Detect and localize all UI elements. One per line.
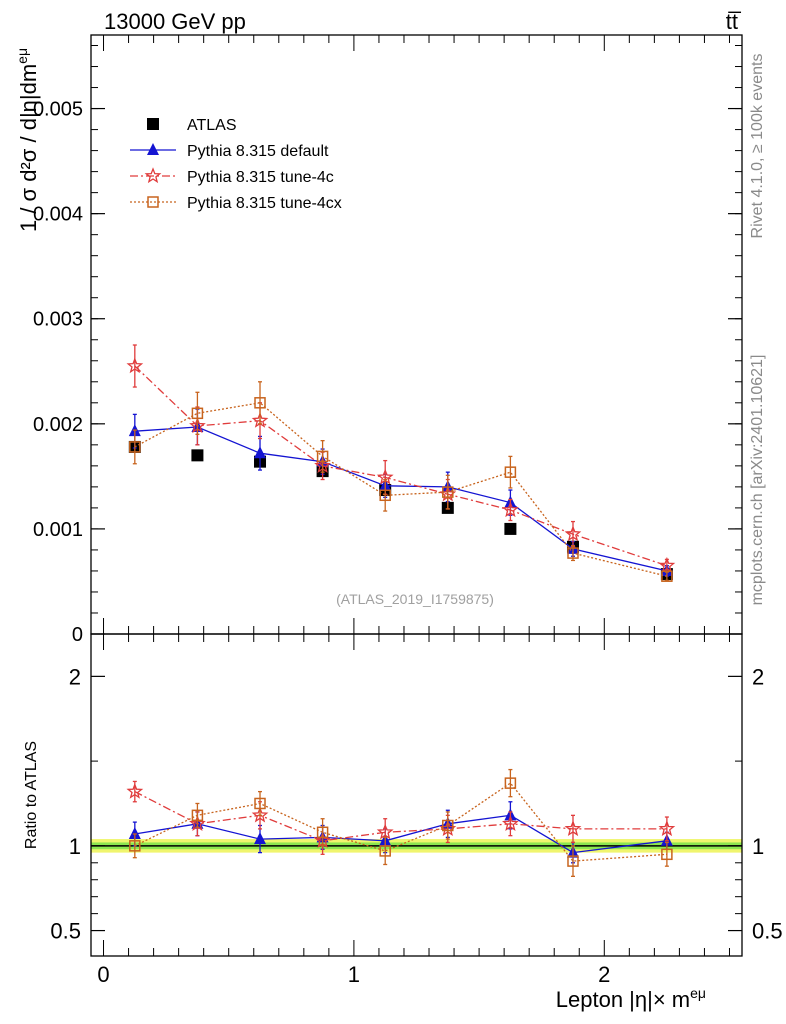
analysis-id-watermark: (ATLAS_2019_I1759875) [336,591,494,607]
ratio-y-tick-label-right: 0.5 [752,919,783,944]
ratio-tune4cx-point [129,840,141,852]
ratio-tune4c-point [126,782,144,799]
ratio-tune4cx-point [191,809,204,822]
ratio-y-axis-label: Ratio to ATLAS [23,741,40,849]
main-y-tick-label: 0.005 [33,99,83,121]
legend-tune4cx-label: Pythia 8.315 tune-4cx [187,195,342,212]
legend-tune4cx-marker [147,196,159,208]
legend-atlas-label: ATLAS [187,117,237,134]
ratio-y-tick-label: 2 [69,664,81,689]
ratio-series-default [128,801,673,864]
main-tune4cx-point [661,570,673,582]
legend: ATLAS Pythia 8.315 default Pythia 8.315 tu… [130,117,342,212]
main-tune4cx-point [316,450,329,463]
legend-atlas-marker [147,118,159,130]
ratio-tune4c-point [564,820,582,837]
main-tune4c-line [134,365,668,567]
main-axis-ticks: 0 0.001 0.002 0.003 0.004 0.005 [33,35,742,646]
main-tune4cx-point [191,407,204,420]
legend-default-label: Pythia 8.315 default [187,143,329,160]
main-series-tune4cx [129,381,673,582]
ratio-series-group [126,768,676,877]
main-default-line [134,426,668,572]
main-tune4c-point [126,357,144,374]
ratio-y-tick-label-right: 2 [752,664,764,689]
ratio-tune4cx-point [442,819,454,832]
ratio-axis-ticks: 0.5 0.5 1 1 2 2 0 1 2 [50,634,783,987]
legend-default-marker [147,143,159,155]
main-y-tick-label: 0.002 [33,414,83,436]
rivet-label: Rivet 4.1.0, ≥ 100k events [749,54,766,239]
ratio-tune4cx-point [567,855,579,867]
main-tune4cx-point [129,441,141,453]
main-tune4cx-point [567,547,579,559]
legend-tune4c-marker [144,167,162,184]
main-series-atlas [128,440,673,581]
main-tune4c-point [501,501,519,518]
ratio-panel-frame [90,633,743,957]
main-tune4cx-point [504,466,517,478]
x-axis-label-text: Lepton |η|× m [556,987,690,1012]
main-y-tick-label: 0.003 [33,309,83,331]
main-y-tick-label: 0.004 [33,204,83,226]
ratio-tune4c-point [251,806,269,823]
main-series-group [126,344,676,582]
ratio-tune4c-line [134,791,667,842]
main-y-axis-label-sup: eμ [14,48,30,64]
ratio-default-point [254,832,267,845]
main-y-tick-label: 0 [72,624,83,646]
ratio-reference-band [91,839,742,853]
legend-tune4c-label: Pythia 8.315 tune-4c [187,169,334,186]
x-tick-label: 2 [598,962,610,987]
main-y-axis-label: 1 / σ d²σ / d|η|dmeμ [14,48,41,232]
ratio-tune4c-point [501,815,519,831]
main-tune4cx-point [442,486,454,498]
ratio-series-tune4cx [129,768,673,877]
ratio-tune4cx-line [134,782,667,862]
ratio-y-tick-label-right: 1 [752,834,764,859]
main-atlas-point [191,449,204,462]
main-atlas-point [504,522,517,535]
main-y-tick-label: 0.001 [33,519,83,541]
main-tune4c-point [658,556,676,573]
x-tick-label: 0 [97,962,109,987]
x-tick-label: 1 [348,962,360,987]
ratio-tune4cx-point [661,848,673,861]
main-tune4cx-line [134,402,668,577]
x-axis-label-sup: eμ [690,985,706,1001]
energy-label: 13000 GeV pp [104,9,246,34]
ratio-tune4cx-point [316,826,329,839]
ratio-y-tick-label: 0.5 [50,919,81,944]
process-label: tt̅ [726,9,742,34]
ratio-tune4c-point [658,820,676,837]
ratio-tune4c-point [376,823,394,840]
ratio-default-point [128,826,141,839]
ratio-tune4cx-point [504,777,517,789]
main-series-default [128,408,673,577]
main-series-tune4c [126,344,676,573]
mcplots-label: mcplots.cern.ch [arXiv:2401.10621] [749,355,766,606]
main-default-point [254,446,267,459]
x-axis-label: Lepton |η|× meμ [556,985,706,1012]
main-tune4cx-point [379,489,391,502]
ratio-tune4cx-point [379,845,391,857]
ratio-tune4cx-point [254,797,266,810]
ratio-y-tick-label: 1 [69,834,81,859]
main-tune4cx-point [254,397,266,409]
main-tune4c-point [564,525,582,542]
main-y-axis-label-text: 1 / σ d²σ / d|η|dm [16,64,41,232]
